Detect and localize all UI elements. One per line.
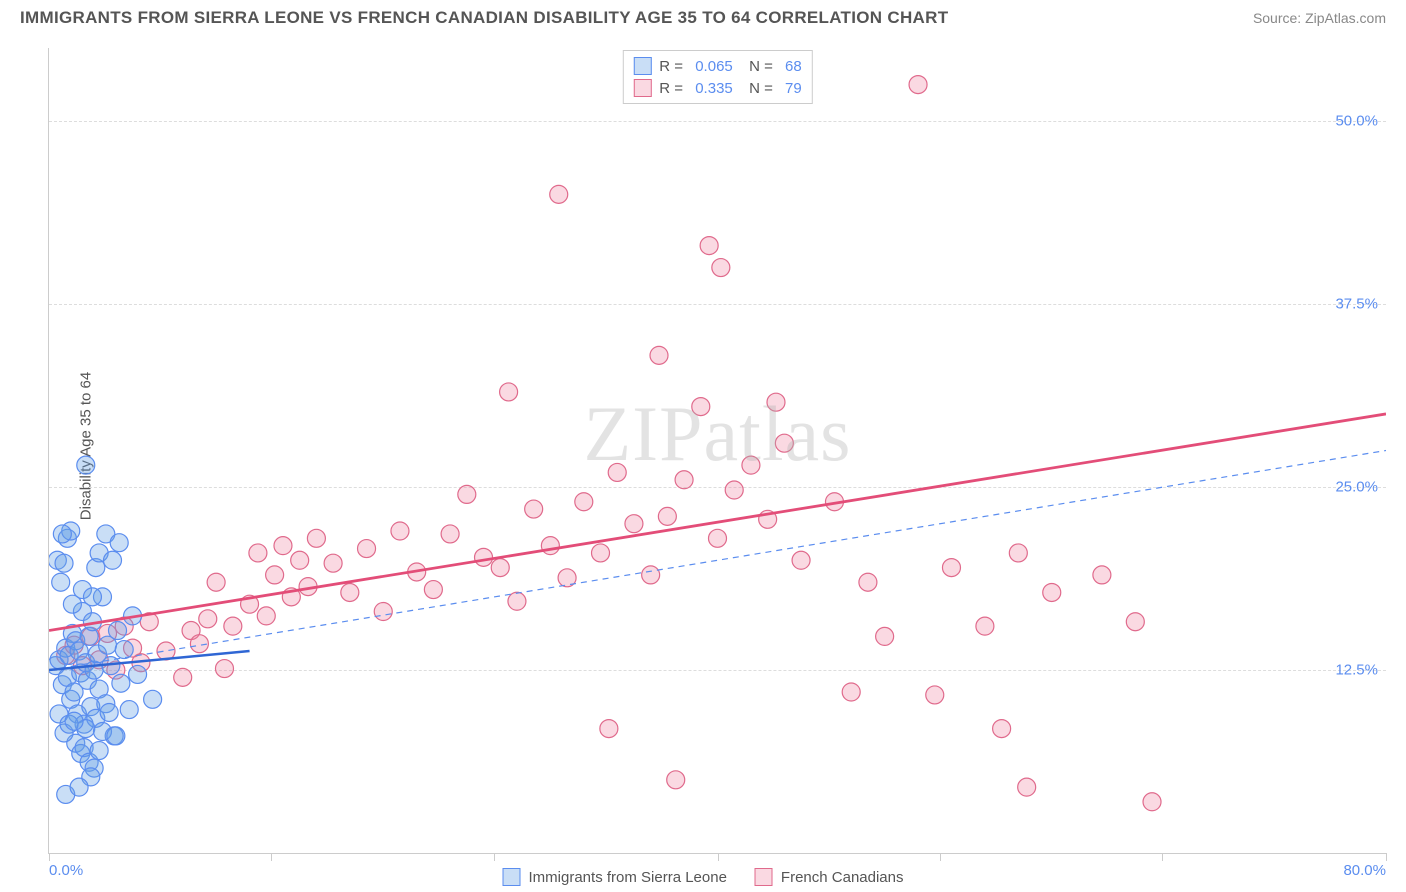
legend-label-blue: Immigrants from Sierra Leone (529, 869, 727, 886)
xtick (718, 853, 719, 861)
n-value-pink: 79 (785, 80, 802, 97)
swatch-pink-icon (755, 868, 773, 886)
xtick (494, 853, 495, 861)
n-value-blue: 68 (785, 58, 802, 75)
scatter-svg (49, 48, 1386, 853)
legend-item-blue: Immigrants from Sierra Leone (503, 868, 727, 886)
swatch-pink-icon (633, 79, 651, 97)
xtick-label-left: 0.0% (49, 862, 83, 879)
swatch-blue-icon (503, 868, 521, 886)
legend-row-blue: R = 0.065 N = 68 (633, 55, 801, 77)
chart-plot-area: R = 0.065 N = 68 R = 0.335 N = 79 ZIPatl… (48, 48, 1386, 854)
xtick (49, 853, 50, 861)
source-citation: Source: ZipAtlas.com (1253, 10, 1386, 26)
r-value-blue: 0.065 (695, 58, 733, 75)
legend-row-pink: R = 0.335 N = 79 (633, 77, 801, 99)
xtick (1386, 853, 1387, 861)
chart-title: IMMIGRANTS FROM SIERRA LEONE VS FRENCH C… (20, 8, 948, 28)
legend-correlation-box: R = 0.065 N = 68 R = 0.335 N = 79 (622, 50, 812, 104)
xtick-label-right: 80.0% (1343, 862, 1386, 879)
xtick (1162, 853, 1163, 861)
xtick (940, 853, 941, 861)
xtick (271, 853, 272, 861)
legend-item-pink: French Canadians (755, 868, 904, 886)
legend-label-pink: French Canadians (781, 869, 904, 886)
legend-series: Immigrants from Sierra Leone French Cana… (503, 868, 904, 886)
swatch-blue-icon (633, 57, 651, 75)
r-value-pink: 0.335 (695, 80, 733, 97)
